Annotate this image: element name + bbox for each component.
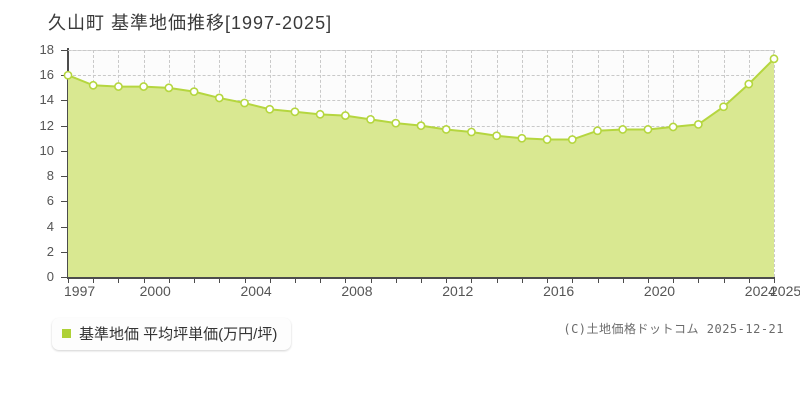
data-point-2009 (366, 114, 375, 124)
data-point-2010 (391, 118, 401, 128)
data-point-2007 (315, 109, 325, 119)
data-point-2001 (164, 83, 174, 93)
y-tick-mark-8 (61, 176, 68, 178)
y-tick-label-12: 12 (39, 117, 54, 133)
x-tick-mark-2005 (269, 277, 271, 283)
x-tick-mark-2017 (572, 277, 574, 283)
data-point-2014 (492, 131, 502, 141)
data-point-1998 (88, 80, 98, 90)
x-tick-mark-2018 (597, 277, 599, 283)
y-tick-label-4: 4 (46, 218, 54, 234)
x-tick-mark-2004 (244, 277, 246, 283)
copyright-text: (C)土地価格ドットコム 2025-12-21 (563, 322, 784, 336)
y-tick-mark-6 (61, 201, 68, 203)
x-tick-mark-2022 (698, 277, 700, 283)
x-tick-mark-2014 (496, 277, 498, 283)
x-tick-mark-2024 (748, 277, 750, 283)
data-point-2024 (744, 79, 754, 89)
x-tick-label-2025: 2025 (770, 283, 800, 299)
x-tick-mark-2016 (547, 277, 549, 283)
y-tick-label-18: 18 (39, 42, 54, 57)
y-tick-label-2: 2 (46, 243, 54, 259)
legend[interactable]: 基準地価 平均坪単価(万円/坪) (52, 318, 292, 350)
y-tick-mark-4 (61, 226, 68, 228)
data-point-2022 (693, 120, 703, 129)
x-tick-label-2000: 2000 (139, 283, 171, 299)
data-point-2025 (769, 54, 779, 64)
y-tick-label-10: 10 (39, 142, 54, 158)
page-title: 久山町 基準地価推移[1997-2025] (48, 13, 333, 33)
x-tick-mark-2021 (673, 277, 675, 283)
data-point-1997 (63, 70, 73, 80)
x-tick-mark-2002 (194, 277, 196, 283)
data-point-2004 (240, 98, 249, 108)
x-tick-mark-2025 (774, 277, 775, 283)
x-tick-mark-1997 (68, 277, 69, 283)
x-tick-mark-2001 (168, 277, 170, 283)
x-tick-label-2020: 2020 (643, 283, 676, 299)
x-tick-mark-1998 (93, 277, 95, 283)
data-point-2019 (618, 125, 628, 134)
x-tick-mark-1999 (118, 277, 120, 283)
x-tick-mark-2013 (471, 277, 473, 283)
data-point-2013 (467, 127, 476, 137)
x-tick-mark-2011 (421, 277, 422, 283)
x-tick-label-2012: 2012 (442, 283, 474, 299)
x-tick-label-1997: 1997 (64, 283, 96, 299)
data-point-2006 (290, 107, 300, 117)
legend-label: 基準地価 平均坪単価(万円/坪) (79, 326, 278, 343)
x-tick-mark-2000 (143, 277, 145, 283)
data-point-2000 (139, 82, 149, 91)
x-tick-mark-2008 (345, 277, 347, 283)
y-tick-mark-2 (61, 251, 68, 253)
data-point-2021 (668, 122, 678, 132)
x-tick-label-2016: 2016 (543, 283, 575, 299)
data-point-2017 (567, 135, 577, 144)
data-point-2016 (542, 135, 552, 144)
data-point-2003 (214, 93, 224, 103)
data-point-markers (63, 54, 779, 144)
x-tick-mark-2003 (219, 277, 221, 283)
y-tick-label-16: 16 (39, 67, 54, 83)
legend-swatch-icon (62, 329, 71, 338)
data-point-2011 (416, 121, 426, 131)
y-tick-mark-18 (61, 50, 68, 51)
y-tick-label-8: 8 (46, 168, 54, 184)
x-tick-label-2008: 2008 (341, 283, 373, 299)
x-tick-mark-2006 (294, 277, 296, 283)
data-point-2008 (340, 111, 350, 120)
y-tick-label-14: 14 (39, 92, 54, 108)
x-tick-mark-2010 (395, 277, 397, 283)
area-fill (68, 58, 774, 277)
x-tick-label-2024: 2024 (744, 283, 776, 299)
gridline-x-2025 (774, 50, 775, 277)
x-tick-mark-2012 (446, 277, 448, 283)
y-tick-mark-14 (61, 100, 68, 102)
x-tick-mark-2023 (723, 277, 725, 283)
y-tick-label-0: 0 (46, 269, 54, 284)
data-point-2020 (643, 125, 653, 134)
y-tick-mark-12 (61, 125, 68, 127)
data-point-2012 (441, 125, 451, 134)
data-point-2018 (593, 126, 602, 136)
data-point-2015 (517, 133, 527, 143)
x-tick-mark-2020 (647, 277, 649, 283)
y-tick-mark-0 (61, 277, 68, 278)
x-tick-mark-2007 (320, 277, 322, 283)
data-point-1999 (114, 82, 123, 91)
y-tick-mark-10 (61, 150, 68, 152)
data-point-2002 (189, 87, 199, 97)
x-tick-mark-2015 (521, 277, 523, 283)
x-tick-mark-2009 (370, 277, 372, 283)
x-tick-mark-2019 (622, 277, 624, 283)
data-point-2005 (265, 104, 275, 114)
y-tick-label-6: 6 (46, 193, 54, 209)
data-point-2023 (719, 102, 728, 112)
x-tick-label-2004: 2004 (240, 283, 272, 299)
